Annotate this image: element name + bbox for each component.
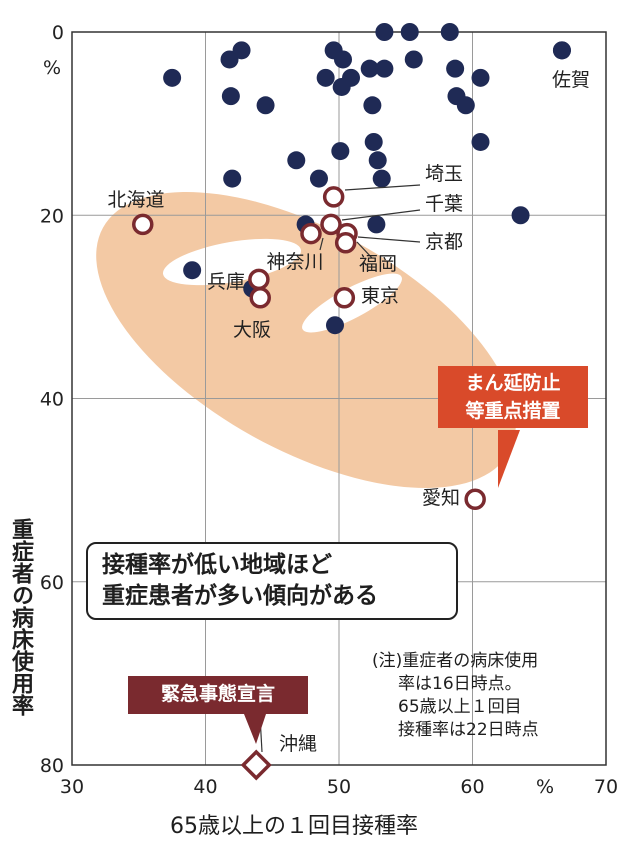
axes: [71, 31, 607, 766]
point-label: 兵庫: [207, 271, 245, 293]
y-tick-label: 20: [40, 205, 64, 227]
y-tick-label: 0: [52, 22, 64, 44]
data-point: [368, 151, 387, 170]
data-point: [375, 23, 394, 41]
footnote-line-4: 接種率は22日時点: [398, 720, 539, 740]
data-point: [404, 50, 423, 69]
conclusion-box: 接種率が低い地域ほど 重症患者が多い傾向がある: [86, 542, 458, 620]
data-point: [183, 261, 202, 280]
point-label: 埼玉: [425, 163, 463, 185]
labeled-point: [333, 286, 356, 309]
labeled-points: [132, 41, 571, 781]
emergency-label-pointer: [244, 714, 266, 744]
footnote: (注)重症者の病床使用 率は16日時点。 65歳以上１回目 接種率は22日時点: [372, 650, 612, 742]
x-axis-label: 65歳以上の１回目接種率: [170, 814, 418, 839]
data-point: [446, 59, 465, 78]
leader-line: [344, 184, 421, 191]
labeled-point: [300, 222, 322, 245]
labeled-point: [322, 186, 345, 208]
data-point: [342, 68, 361, 87]
data-point: [256, 96, 275, 115]
point-label: 京都: [425, 231, 463, 253]
x-tick-label: 40: [193, 776, 217, 798]
x-tick-label: 30: [60, 776, 84, 798]
conclusion-line-2: 重症患者が多い傾向がある: [102, 583, 378, 609]
data-point: [456, 96, 475, 115]
point-label: 北海道: [107, 189, 164, 211]
leader-line: [341, 209, 421, 221]
labeled-point-filled: [552, 41, 571, 60]
data-point: [232, 41, 251, 60]
leader-lines: [244, 184, 421, 753]
labeled-point: [320, 213, 342, 236]
data-point: [440, 23, 459, 41]
data-point: [309, 169, 328, 188]
x-tick-label: 60: [460, 776, 484, 798]
data-point: [221, 87, 240, 106]
point-label: 福岡: [359, 253, 397, 275]
data-point: [325, 316, 344, 335]
point-label: 東京: [361, 285, 399, 307]
data-point: [400, 23, 419, 41]
measure-label-box: まん延防止 等重点措置: [438, 366, 588, 428]
data-point: [511, 206, 530, 225]
x-tick-label: 70: [594, 776, 618, 798]
data-point: [316, 68, 335, 87]
tick-labels: 30 40 50 60 70 0 20 40 60 80%%: [40, 22, 618, 798]
labeled-point-diamond: [240, 749, 272, 781]
y-unit-label: %: [43, 57, 61, 79]
point-label: 佐賀: [552, 69, 590, 91]
x-tick-label: 50: [327, 776, 351, 798]
measure-label-line-2: 等重点措置: [465, 400, 561, 422]
y-tick-label: 60: [40, 572, 64, 594]
emergency-label-box: 緊急事態宣言: [128, 676, 308, 714]
labeled-point: [132, 213, 154, 236]
data-point: [363, 96, 382, 115]
data-point: [331, 142, 350, 161]
measure-label-pointer: [498, 430, 520, 488]
point-label: 神奈川: [266, 251, 323, 273]
data-point: [471, 68, 490, 87]
labeled-point: [464, 488, 486, 511]
footnote-line-2: 率は16日時点。: [398, 674, 522, 694]
footnote-line-1: (注)重症者の病床使用: [372, 651, 539, 671]
data-point: [360, 59, 379, 78]
leader-line: [356, 241, 373, 259]
leader-line: [319, 237, 324, 251]
data-point: [367, 215, 386, 234]
labeled-point: [334, 231, 357, 254]
data-point: [372, 169, 391, 188]
point-label: 愛知: [422, 487, 460, 509]
point-label: 大阪: [233, 319, 271, 341]
y-tick-label: 80: [40, 755, 64, 777]
y-axis-label: 重症者の病床使用率: [8, 518, 33, 716]
x-unit-label: %: [536, 776, 554, 798]
labeled-point: [249, 286, 271, 309]
measure-label-line-1: まん延防止: [465, 372, 561, 394]
data-point: [163, 68, 182, 87]
data-point: [223, 169, 242, 188]
plot-frame: [71, 31, 607, 766]
labeled-point: [248, 268, 270, 291]
data-point: [364, 132, 383, 151]
leader-line: [357, 236, 421, 243]
data-point: [375, 59, 394, 78]
data-point: [287, 151, 306, 170]
conclusion-line-1: 接種率が低い地域ほど: [102, 552, 332, 578]
y-tick-label: 40: [40, 389, 64, 411]
point-label: 千葉: [425, 193, 463, 215]
point-label: 沖縄: [279, 733, 317, 755]
data-point: [334, 50, 353, 69]
footnote-line-3: 65歳以上１回目: [398, 697, 522, 717]
data-point: [471, 132, 490, 151]
